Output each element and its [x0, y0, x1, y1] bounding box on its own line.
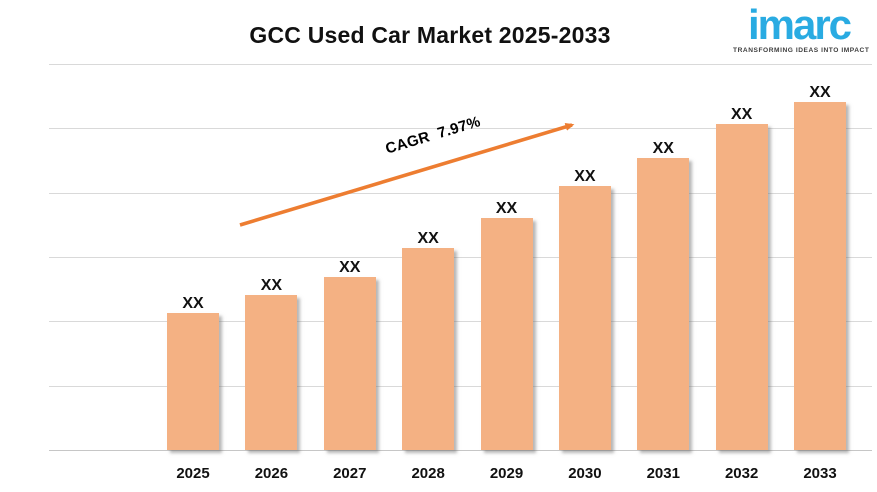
bar-value-label: XX	[339, 259, 361, 276]
imarc-logo: imarc TRANSFORMING IDEAS INTO IMPACT	[733, 1, 870, 54]
bar-value-label: XX	[809, 84, 831, 101]
chart-title: GCC Used Car Market 2025-2033	[249, 22, 611, 48]
bar-2029: XX 2029	[480, 201, 533, 481]
gridline	[49, 64, 872, 65]
bar-year-label: 2032	[724, 465, 759, 482]
bar-value-label: XX	[574, 168, 596, 185]
gridline	[49, 321, 872, 323]
imarc-tagline: TRANSFORMING IDEAS INTO IMPACT	[733, 46, 870, 54]
bar-value-label: XX	[182, 295, 204, 312]
bar-value-label: XX	[652, 140, 674, 157]
bar-2032: XX 2032	[715, 107, 768, 481]
bar-value-label: XX	[417, 230, 439, 247]
bar-year-label: 2030	[568, 465, 602, 482]
bar-2028: XX 2028	[402, 231, 455, 481]
bar-2025: XX 2025	[167, 296, 219, 481]
bar-2027: XX 2027	[323, 260, 376, 481]
bar-year-label: 2026	[254, 465, 289, 482]
bar-year-label: 2033	[803, 465, 837, 482]
gridline	[49, 385, 872, 387]
bar-year-label: 2025	[176, 465, 210, 482]
bar-year-label: 2031	[646, 465, 680, 482]
bar-value-label: XX	[730, 106, 753, 123]
gridline	[49, 257, 872, 258]
bar-2026: XX 2026	[245, 278, 298, 481]
bar-year-label: 2029	[489, 465, 524, 482]
bar-year-label: 2027	[333, 465, 367, 482]
bar-2033: XX 2033	[794, 85, 846, 481]
bars-row: XX 2025 XX 2026 XX 2027 XX 2028 XX 2029 XX 2030 XX 20…	[167, 85, 846, 481]
bar-2030: XX 2030	[558, 169, 611, 481]
bar-year-label: 2028	[411, 465, 445, 482]
bar-2031: XX 2031	[637, 141, 690, 481]
imarc-wordmark: imarc	[747, 1, 852, 48]
bar-value-label: XX	[260, 277, 283, 294]
bar-value-label: XX	[495, 200, 518, 217]
